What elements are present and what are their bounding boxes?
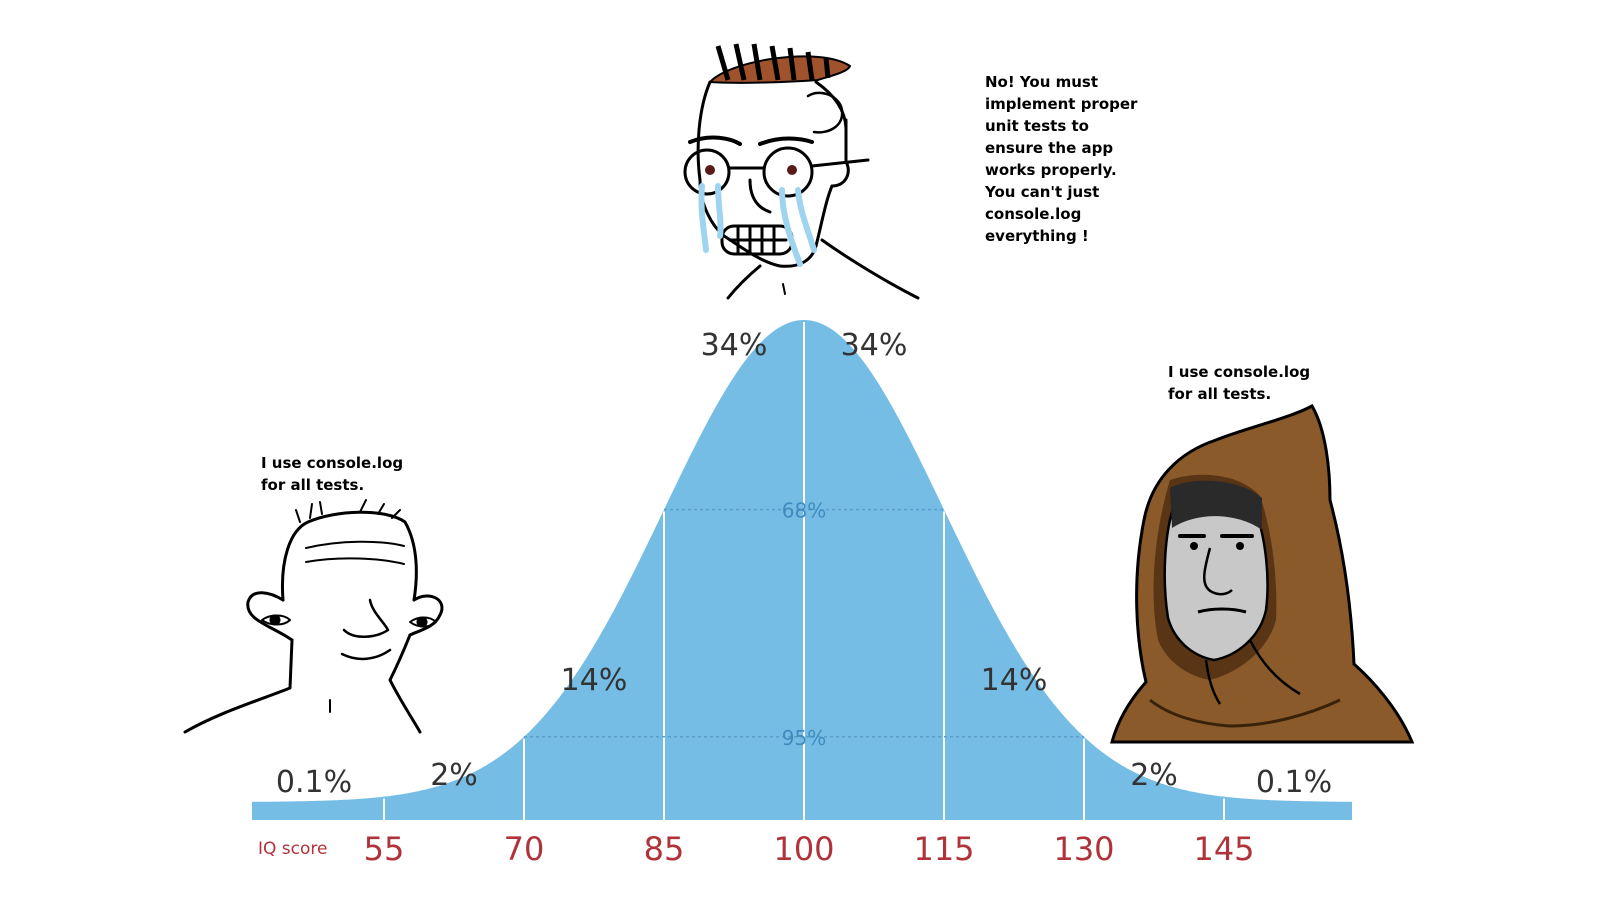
band-label-1: 95% (782, 726, 826, 750)
speech-line: works properly. (985, 161, 1117, 179)
speech-text-mid: No! You must implement proper unit tests t… (985, 71, 1137, 247)
band-lines: 68% 95% (524, 499, 1084, 750)
speech-line: I use console.log (1168, 363, 1311, 381)
sd-dividers (383, 322, 1225, 820)
bell-curve-chart: 68% 95% 0.1% 2% 14% 34% 34% 14% 2% 0.1% 55 70 85 10… (252, 320, 1352, 868)
wojak-simple-icon (183, 499, 444, 734)
speech-line: console.log (985, 205, 1082, 223)
x-tick-70: 70 (504, 830, 545, 868)
x-tick-85: 85 (644, 830, 685, 868)
x-tick-55: 55 (364, 830, 405, 868)
speech-line: No! You must (985, 73, 1099, 91)
x-axis-title: IQ score (258, 839, 327, 859)
region-label-0: 0.1% (276, 765, 352, 800)
speech-line: for all tests. (261, 476, 365, 494)
crying-nerd-wojak-icon (683, 43, 920, 300)
region-label-7: 0.1% (1256, 765, 1332, 800)
x-tick-145: 145 (1193, 830, 1254, 868)
x-axis-ticks: 55 70 85 100 115 130 145 (364, 830, 1255, 868)
region-label-1: 2% (430, 758, 478, 793)
region-label-2: 14% (561, 663, 628, 698)
speech-line: You can't just (985, 183, 1100, 201)
speech-line: unit tests to (985, 117, 1089, 135)
speech-line: ensure the app (985, 139, 1114, 157)
region-label-3: 34% (701, 328, 768, 363)
speech-text-high: I use console.log for all tests. (1168, 361, 1310, 405)
speech-text-low: I use console.log for all tests. (261, 452, 403, 496)
speech-line: everything ! (985, 227, 1089, 245)
speech-line: for all tests. (1168, 385, 1272, 403)
region-label-5: 14% (981, 663, 1048, 698)
band-label-0: 68% (782, 499, 826, 523)
x-tick-130: 130 (1053, 830, 1114, 868)
region-percent-labels: 0.1% 2% 14% 34% 34% 14% 2% 0.1% (276, 328, 1332, 800)
region-label-4: 34% (841, 328, 908, 363)
bell-curve-area (252, 320, 1352, 820)
hooded-monk-wojak-icon (1110, 403, 1415, 744)
region-label-6: 2% (1130, 758, 1178, 793)
speech-line: I use console.log (261, 454, 404, 472)
speech-line: implement proper (985, 95, 1138, 113)
x-tick-100: 100 (773, 830, 834, 868)
x-tick-115: 115 (913, 830, 974, 868)
